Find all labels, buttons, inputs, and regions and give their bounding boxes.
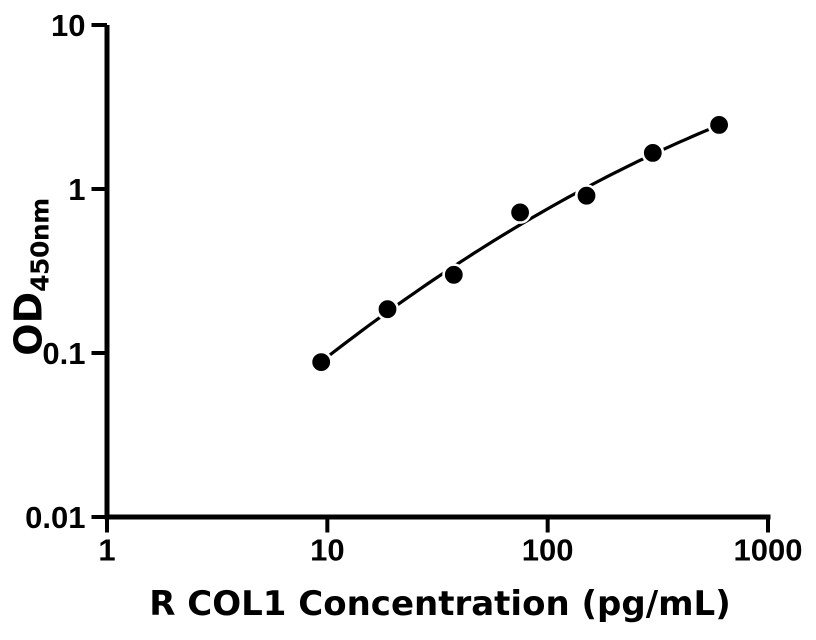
x-tick-label: 100 <box>522 533 574 568</box>
y-tick-label: 0.1 <box>42 336 85 371</box>
x-tick-label: 1000 <box>734 533 803 568</box>
y-axis-title: OD450nm <box>6 198 55 356</box>
data-point <box>442 263 466 287</box>
y-tick-label: 1 <box>68 172 85 207</box>
y-tick-label: 0.01 <box>25 500 85 535</box>
data-point <box>574 184 598 208</box>
data-point <box>309 350 333 374</box>
y-axis-title-subscript: 450nm <box>25 198 55 292</box>
data-point <box>508 200 532 224</box>
x-tick-label: 10 <box>310 533 344 568</box>
x-axis-title: R COL1 Concentration (pg/mL) <box>149 584 731 624</box>
data-point <box>375 297 399 321</box>
y-tick-label: 10 <box>51 8 85 43</box>
data-point <box>641 141 665 165</box>
y-axis-title-main: OD <box>6 291 51 356</box>
data-point <box>707 113 731 137</box>
x-tick-label: 1 <box>98 533 115 568</box>
